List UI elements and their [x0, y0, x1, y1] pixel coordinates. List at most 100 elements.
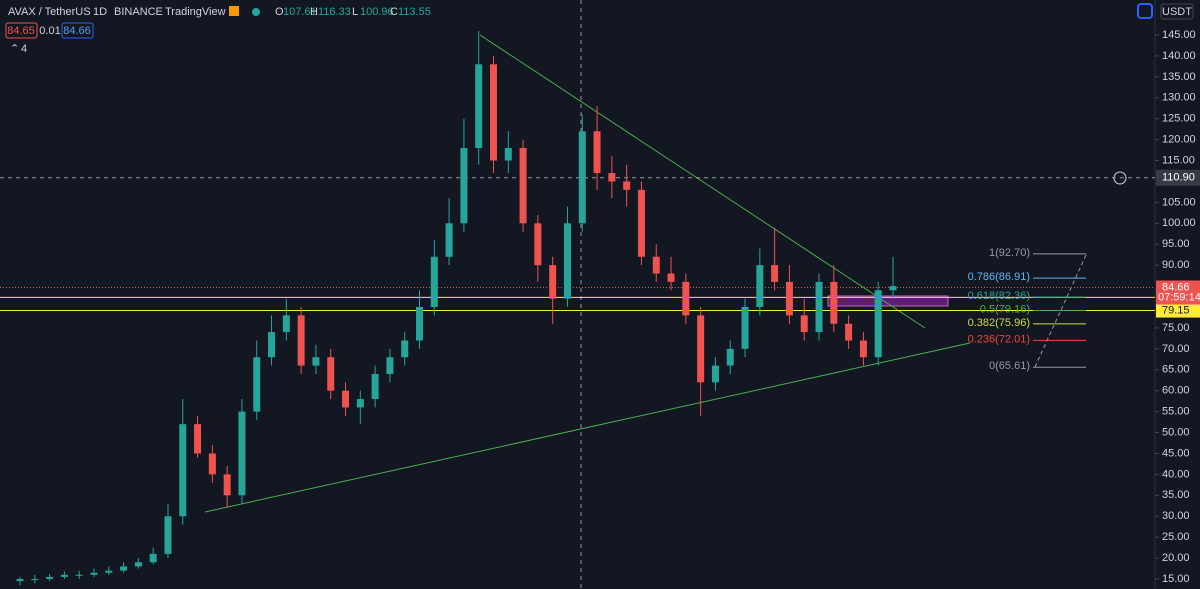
- candle-body: [830, 281, 838, 324]
- settings-icon[interactable]: [1137, 3, 1153, 19]
- fib-label: 0.618(82.36): [968, 290, 1030, 302]
- candle-body: [194, 424, 202, 454]
- candle-body: [741, 307, 749, 349]
- candle-body: [60, 574, 68, 577]
- y-tick-label: 15.00: [1162, 573, 1190, 585]
- candle-body: [578, 131, 586, 224]
- candle-body: [637, 189, 645, 257]
- y-tick-label: 130.00: [1162, 92, 1196, 104]
- y-tick-label: 70.00: [1162, 343, 1190, 355]
- y-tick-label: 115.00: [1162, 154, 1195, 166]
- candle-body: [297, 315, 305, 366]
- candle-body: [208, 453, 216, 475]
- ohlc-key: C: [390, 6, 398, 18]
- candle-body: [667, 273, 675, 282]
- chevron[interactable]: ⌃: [10, 43, 19, 55]
- level-label: 79.15: [1162, 304, 1190, 316]
- y-tick-label: 60.00: [1162, 385, 1190, 397]
- level-tag: [1156, 303, 1200, 318]
- crosshair-tag: [1156, 169, 1200, 186]
- ohlc-key: H: [310, 6, 318, 18]
- fib-label: 1(92.70): [989, 247, 1030, 259]
- candle-body: [179, 424, 187, 517]
- fib-label: 0.236(72.01): [968, 333, 1030, 345]
- candle-body: [268, 332, 276, 358]
- ohlc-value: 107.61: [283, 6, 317, 18]
- y-tick-label: 145.00: [1162, 29, 1196, 41]
- candle-body: [31, 579, 39, 580]
- candle-body: [652, 256, 660, 274]
- fib-label: 0(65.61): [989, 360, 1030, 372]
- interval: 1D: [93, 6, 107, 18]
- candle-body: [164, 516, 172, 554]
- candle-body: [401, 340, 409, 358]
- candle-body: [16, 579, 24, 582]
- last-price-tag: [1156, 280, 1200, 305]
- fib-label: 0.5(79.16): [980, 303, 1030, 315]
- indicator-count: 4: [21, 43, 27, 55]
- y-tick-label: 20.00: [1162, 552, 1190, 564]
- candle-body: [120, 566, 128, 571]
- candle-body: [445, 223, 453, 257]
- candle-body: [859, 340, 867, 358]
- candle-body: [845, 323, 853, 341]
- candle-body: [726, 348, 734, 366]
- countdown: 07:59:14: [1158, 291, 1200, 303]
- last-price-label: 84.66: [1162, 281, 1190, 293]
- candle-body: [504, 147, 512, 161]
- sell-box[interactable]: [5, 22, 38, 39]
- y-tick-label: 40.00: [1162, 468, 1190, 480]
- candle-body: [430, 256, 438, 307]
- y-tick-label: 45.00: [1162, 447, 1190, 459]
- y-tick-label: 135.00: [1162, 71, 1196, 83]
- buy-box[interactable]: [61, 22, 94, 39]
- candle-body: [756, 265, 764, 307]
- currency-box[interactable]: [1160, 3, 1194, 20]
- ohlc-key: O: [275, 6, 284, 18]
- sell-price: 84.65: [7, 25, 35, 37]
- candle-body: [519, 147, 527, 224]
- candle-body: [282, 315, 290, 333]
- candle-body: [697, 315, 705, 383]
- candle-body: [489, 64, 497, 161]
- y-tick-label: 30.00: [1162, 510, 1190, 522]
- candle-body: [75, 574, 83, 576]
- candle-body: [223, 474, 231, 496]
- y-tick-label: 125.00: [1162, 113, 1196, 125]
- candle-body: [386, 357, 394, 374]
- symbol: AVAX / TetherUS: [8, 6, 91, 18]
- candle-body: [46, 576, 54, 579]
- candle-body: [253, 357, 261, 412]
- candle-body: [356, 399, 364, 408]
- candle-body: [800, 315, 808, 333]
- candle-body: [815, 281, 823, 333]
- source: TradingView: [165, 6, 226, 18]
- spread: 0.01: [39, 25, 60, 37]
- candle-body: [874, 290, 882, 358]
- candle-body: [371, 373, 379, 400]
- crosshair-label: 110.90: [1162, 172, 1195, 184]
- candle-body: [90, 572, 98, 575]
- status-dot: [252, 8, 260, 16]
- candle-body: [342, 390, 350, 408]
- candle-body: [623, 181, 631, 190]
- candle-body: [785, 281, 793, 316]
- y-tick-label: 105.00: [1162, 196, 1196, 208]
- y-tick-label: 25.00: [1162, 531, 1190, 543]
- candle-body: [475, 64, 483, 148]
- candle-body: [889, 286, 897, 291]
- candle-body: [549, 265, 557, 299]
- fib-label: 0.382(75.96): [968, 317, 1030, 329]
- buy-price: 84.66: [63, 25, 91, 37]
- flag-icon[interactable]: [229, 6, 239, 16]
- y-tick-label: 75.00: [1162, 322, 1190, 334]
- candle-body: [238, 411, 246, 496]
- candle-body: [771, 265, 779, 282]
- candle-body: [149, 553, 157, 563]
- candle-body: [312, 357, 320, 366]
- candle-body: [682, 281, 690, 316]
- candle-body: [563, 223, 571, 299]
- ohlc-value: 100.96: [360, 6, 394, 18]
- candle-body: [460, 147, 468, 224]
